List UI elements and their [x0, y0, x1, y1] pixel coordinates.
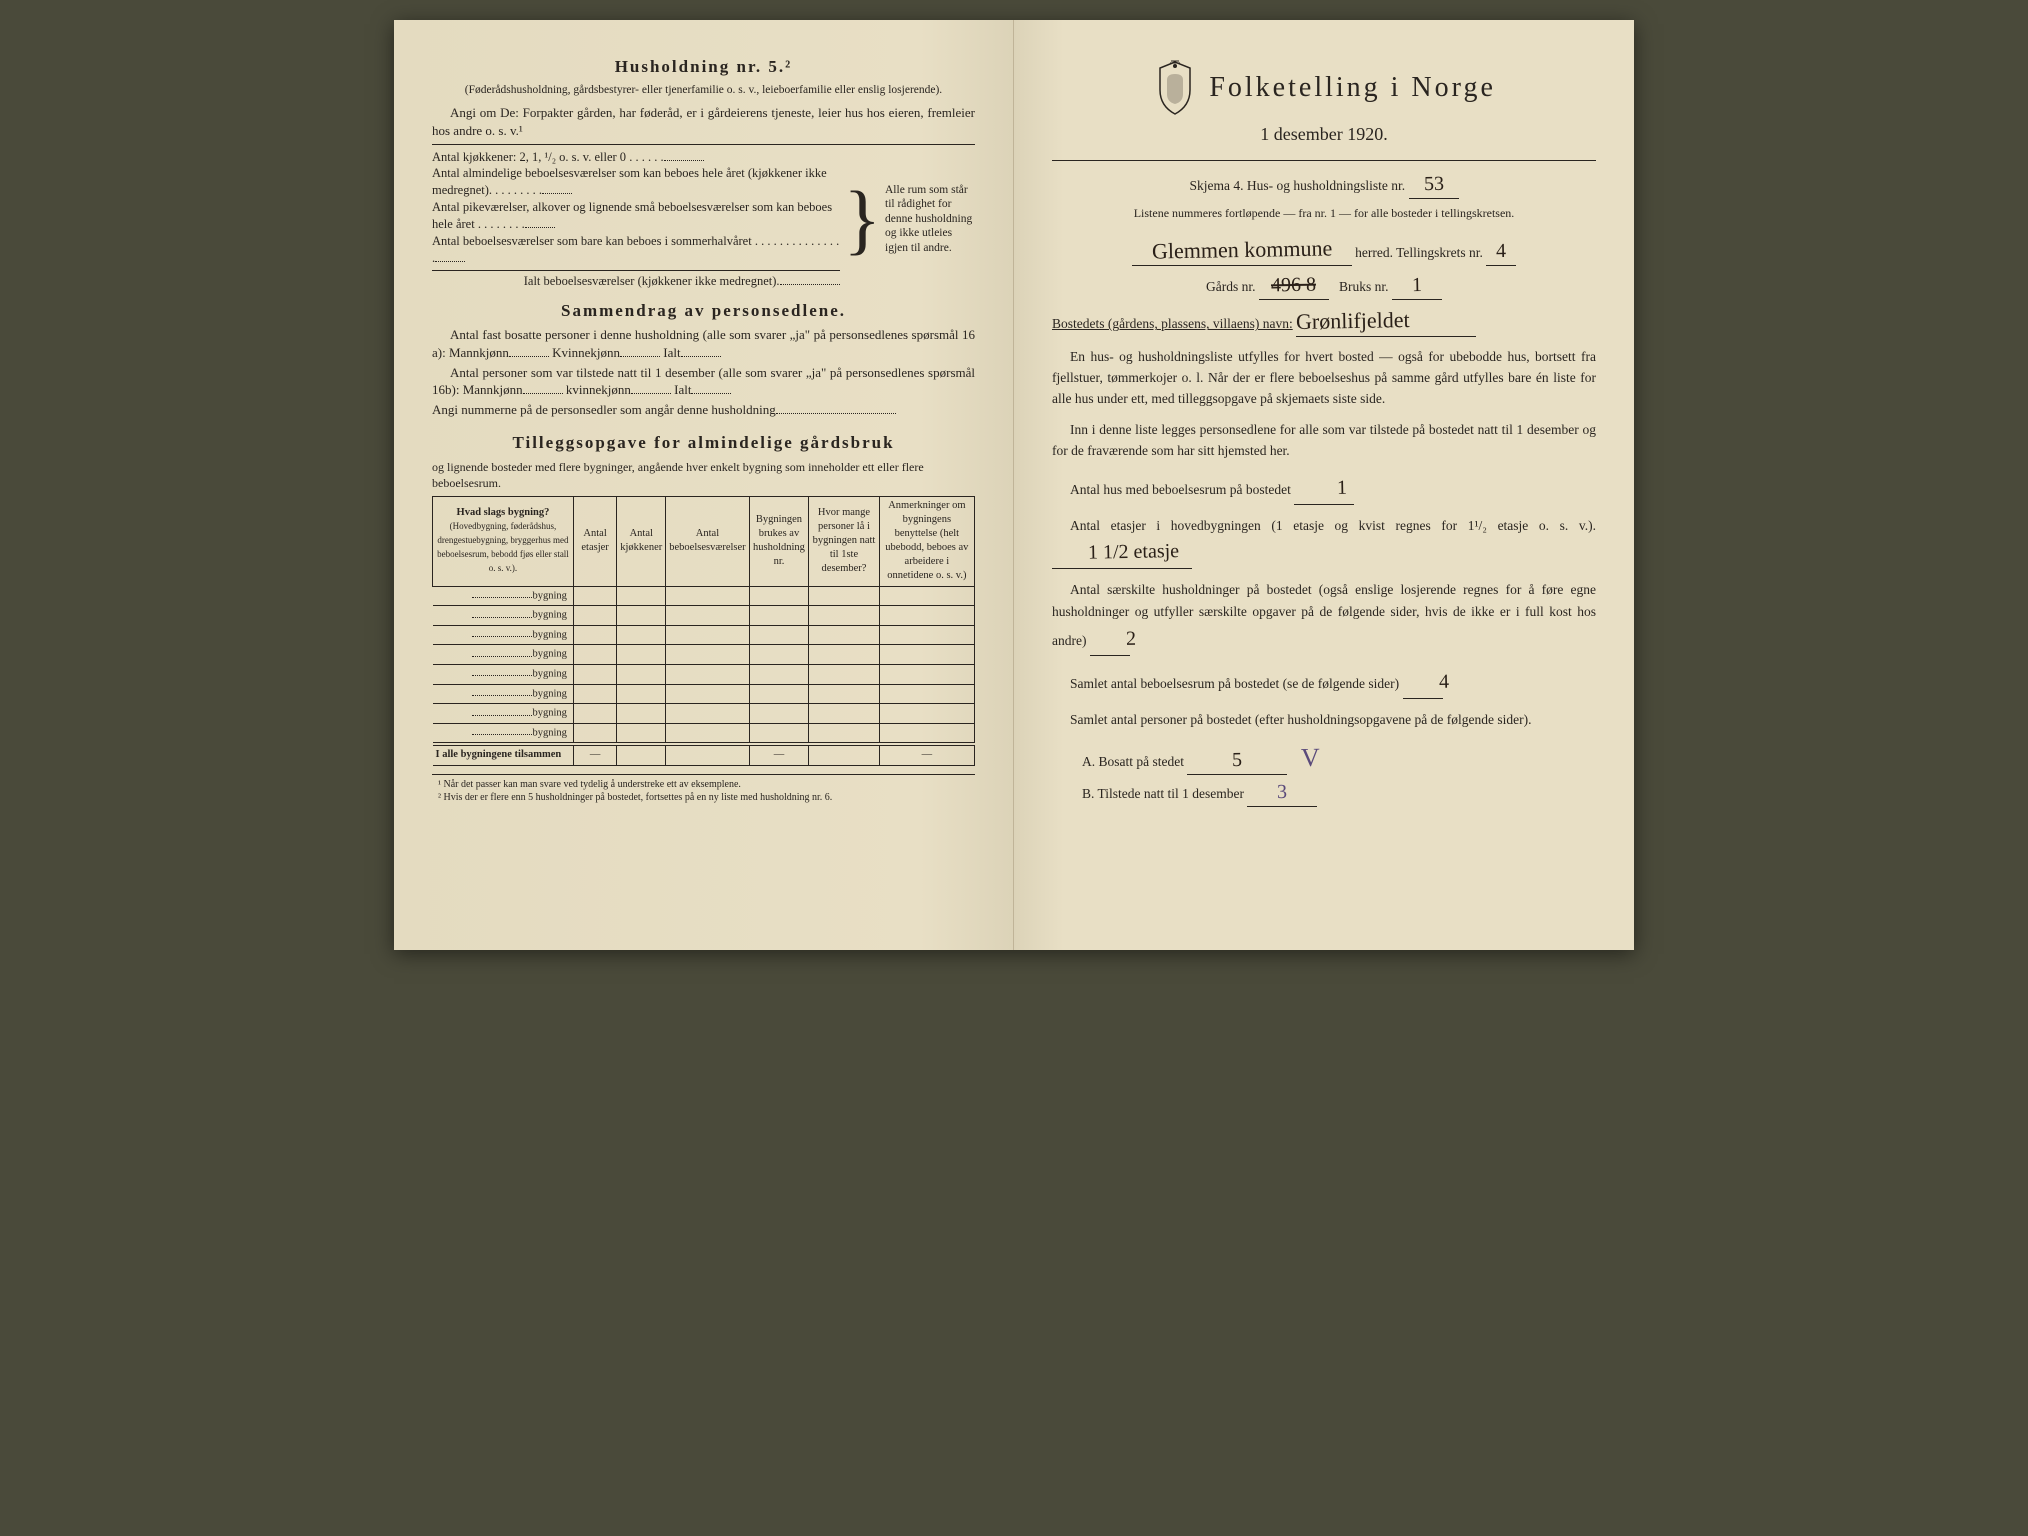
field-b: B. Tilstede natt til 1 desember 3 — [1082, 779, 1596, 807]
rooms-block: Antal kjøkkener: 2, 1, ¹/₂ o. s. v. elle… — [432, 149, 975, 290]
households-hand: 2 — [1108, 622, 1137, 654]
bruks-hand: 1 — [1412, 272, 1422, 299]
tillegg-heading: Tilleggsopgave for almindelige gårdsbruk — [432, 432, 975, 455]
table-total-label: I alle bygningene tilsammen — [436, 749, 562, 760]
brace-note: Alle rum som står til rådighet for denne… — [885, 183, 975, 255]
curly-brace: } — [840, 184, 885, 254]
bosted-line: Bostedets (gårdens, plassens, villaens) … — [1052, 306, 1596, 337]
summary-line-2: Antal personer som var tilstede natt til… — [432, 364, 975, 399]
check-mark: V — [1301, 740, 1320, 775]
krets-hand: 4 — [1496, 238, 1506, 265]
field-persons: Samlet antal personer på bostedet (efter… — [1052, 709, 1596, 731]
herred-line: Glemmen kommune herred. Tellingskrets nr… — [1052, 235, 1596, 266]
field-houses: Antal hus med beboelsesrum på bostedet 1 — [1052, 472, 1596, 505]
list-note: Listene nummeres fortløpende — fra nr. 1… — [1052, 205, 1596, 221]
body-para-1: En hus- og husholdningsliste utfylles fo… — [1052, 347, 1596, 410]
tillegg-sub: og lignende bosteder med flere bygninger… — [432, 459, 975, 491]
rooms2-line: Antal pikeværelser, alkover og lignende … — [432, 200, 832, 231]
houses-hand: 1 — [1319, 472, 1348, 504]
th-6: Hvor mange personer lå i bygningen natt … — [809, 496, 879, 586]
intro-para: Angi om De: Forpakter gården, har føderå… — [432, 104, 975, 139]
herred-hand: Glemmen kommune — [1151, 234, 1332, 267]
coat-of-arms-icon — [1152, 60, 1198, 116]
main-title: Folketelling i Norge — [1209, 69, 1496, 107]
rooms3-line: Antal beboelsesværelser som bare kan beb… — [432, 234, 752, 248]
gards-line: Gårds nr. 496 8 Bruks nr. 1 — [1052, 272, 1596, 300]
footnote-1: ¹ Når det passer kan man svare ved tydel… — [432, 778, 975, 792]
floors-hand: 1 1/2 etasje — [1070, 535, 1180, 569]
rooms-hand: 4 — [1420, 665, 1449, 697]
th-4: Antal beboelsesværelser — [666, 496, 749, 586]
farm-table: Hvad slags bygning?(Hovedbygning, føderå… — [432, 496, 975, 766]
summary-line-3: Angi nummerne på de personsedler som ang… — [432, 401, 975, 419]
body-para-2: Inn i denne liste legges personsedlene f… — [1052, 420, 1596, 462]
household-heading: Husholdning nr. 5.² — [432, 56, 975, 79]
field-a: A. Bosatt på stedet 5 V — [1082, 740, 1596, 775]
farm-table-body: bygning bygning bygning bygning bygning … — [433, 586, 975, 765]
a-hand: 5 — [1232, 747, 1242, 774]
rooms1-line: Antal almindelige beboelsesværelser som … — [432, 166, 827, 197]
summary-line-1: Antal fast bosatte personer i denne hush… — [432, 326, 975, 361]
field-households: Antal særskilte husholdninger på bostede… — [1052, 579, 1596, 655]
household-subnote: (Føderådshusholdning, gårdsbestyrer- ell… — [432, 83, 975, 99]
document-spread: Husholdning nr. 5.² (Føderådshusholdning… — [394, 20, 1634, 950]
field-floors: Antal etasjer i hovedbygningen (1 etasje… — [1052, 515, 1596, 570]
kitchens-line: Antal kjøkkener: 2, 1, ¹/₂ o. s. v. elle… — [432, 150, 626, 164]
th-1: Hvad slags bygning? — [457, 507, 550, 518]
footnotes: ¹ Når det passer kan man svare ved tydel… — [432, 774, 975, 805]
rooms-total-line: Ialt beboelsesværelser (kjøkkener ikke m… — [524, 274, 780, 288]
footnote-2: ² Hvis der er flere enn 5 husholdninger … — [432, 791, 975, 805]
b-hand: 3 — [1277, 779, 1287, 806]
summary-heading: Sammendrag av personsedlene. — [432, 300, 975, 323]
bosted-hand: Grønlifjeldet — [1296, 305, 1410, 337]
left-page: Husholdning nr. 5.² (Føderådshusholdning… — [394, 20, 1014, 950]
field-rooms: Samlet antal beboelsesrum på bostedet (s… — [1052, 666, 1596, 699]
form-line: Skjema 4. Hus- og husholdningsliste nr. … — [1052, 171, 1596, 199]
th-3: Antal kjøkkener — [617, 496, 666, 586]
th-5: Bygningen brukes av husholdning nr. — [749, 496, 809, 586]
form-number-hand: 53 — [1423, 171, 1443, 198]
census-date: 1 desember 1920. — [1052, 122, 1596, 146]
th-2: Antal etasjer — [573, 496, 616, 586]
th-7: Anmerkninger om bygningens benyttelse (h… — [879, 496, 974, 586]
right-page: Folketelling i Norge 1 desember 1920. Sk… — [1014, 20, 1634, 950]
gards-hand: 496 8 — [1271, 272, 1316, 300]
